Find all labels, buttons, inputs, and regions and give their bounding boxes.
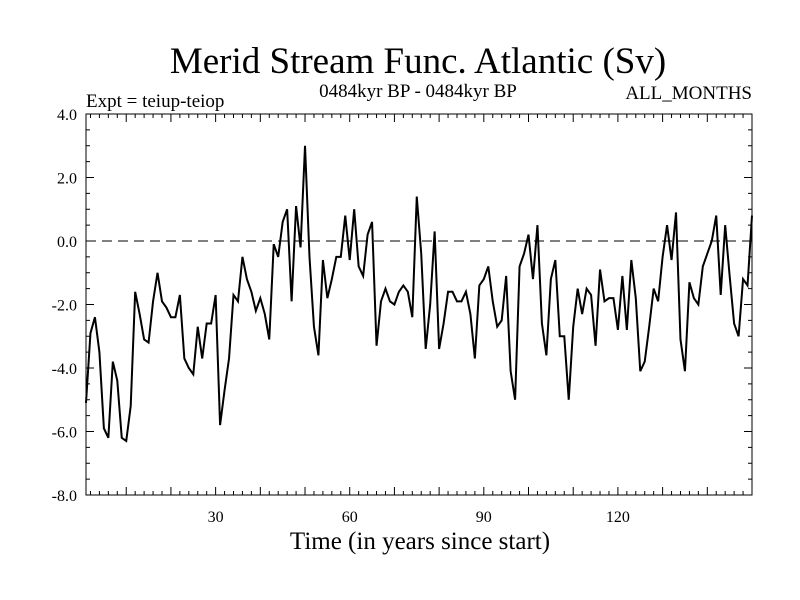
y-tick-label: 0.0 <box>57 234 77 251</box>
x-tick-label: 90 <box>476 509 492 526</box>
y-tick-label: -8.0 <box>52 488 77 505</box>
x-tick-label: 60 <box>342 509 358 526</box>
x-tick-label: 30 <box>208 509 224 526</box>
period-label: 0484kyr BP - 0484kyr BP <box>319 81 517 102</box>
y-tick-label: 4.0 <box>57 107 77 124</box>
y-tick-label: 2.0 <box>57 171 77 188</box>
chart-title: Merid Stream Func. Atlantic (Sv) <box>170 41 666 82</box>
x-tick-label: 120 <box>606 509 630 526</box>
x-axis-label: Time (in years since start) <box>290 528 550 555</box>
months-label: ALL_MONTHS <box>625 83 752 104</box>
y-tick-label: -6.0 <box>52 425 77 442</box>
y-tick-label: -2.0 <box>52 298 77 315</box>
series-line <box>85 145 753 443</box>
experiment-label: Expt = teiup-teiop <box>86 91 224 112</box>
y-tick-label: -4.0 <box>52 361 77 378</box>
plot-area: -8.0 -6.0 -4.0 -2.0 0.0 2.0 4.0 30 60 90 120 <box>52 107 753 526</box>
